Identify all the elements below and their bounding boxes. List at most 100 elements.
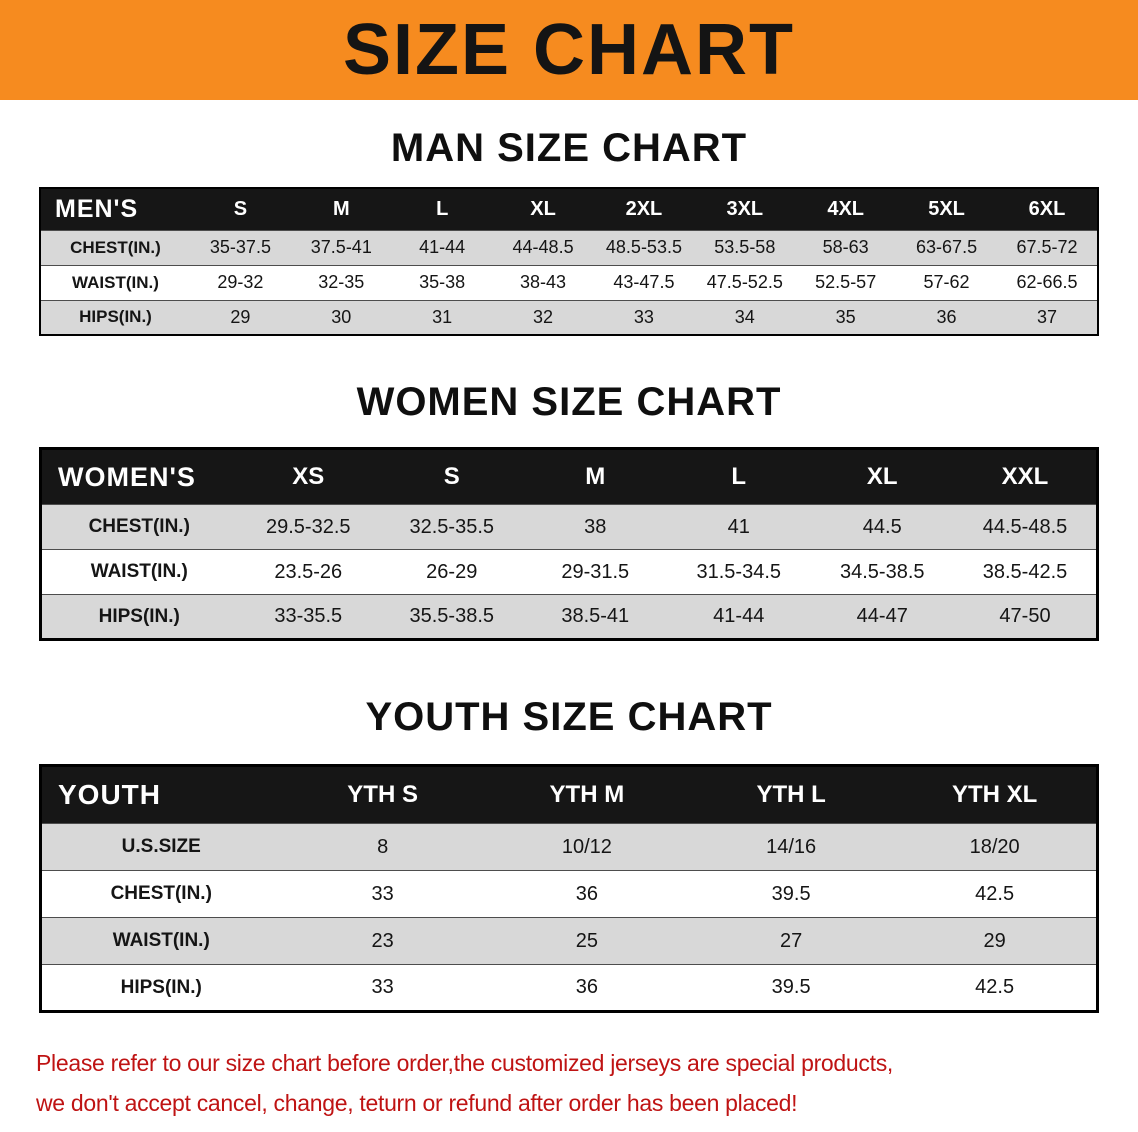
measure-value-cell: 8 [377,835,389,858]
measurement-row: CHEST(IN.) 35-37.5 37.5-41 41-44 44-48.5 48.5… [40,230,1098,265]
measure-value-cell: 34 [734,306,755,327]
size-header-cell: S [380,448,524,505]
size-header-cell: 2XL [593,188,695,230]
measure-value-cell: 37 [1036,306,1058,327]
measure-value-cell: 23 [371,929,394,952]
measure-value-cell: 27 [780,929,803,952]
measure-value-cell: 30 [331,306,352,327]
measure-value-cell: 35.5-38.5 [409,605,494,627]
measure-value-cell: 62-66.5 [1016,272,1078,292]
size-header-cell: M [523,448,667,505]
youth-size-table: YOUTH YTH S YTH M YTH L YTH XL U.S.SIZE 8 10/12… [39,764,1099,1013]
measure-value-cell: 35-37.5 [209,237,271,257]
size-header-cell: M [290,188,392,230]
measure-value-cell: 32 [533,306,554,327]
measure-value-cell: 31.5-34.5 [696,560,781,583]
measure-value-cell: 33 [371,882,394,905]
measure-label-cell: WAIST(IN.) [72,272,159,292]
men-chart-heading: MAN SIZE CHART [390,126,748,170]
measure-label-cell: WAIST(IN.) [112,930,210,951]
measure-value-cell: 33 [371,976,394,998]
measure-value-cell: 33-35.5 [274,605,343,627]
measurement-row: CHEST(IN.) 29.5-32.5 32.5-35.5 38 41 44.5 44.5… [40,504,1098,550]
measurement-row: WAIST(IN.) 29-32 32-35 35-38 38-43 43-47.5 47.… [40,265,1098,300]
size-header-cell: L [667,448,811,505]
size-header-cell: L [391,188,493,230]
measure-value-cell: 18/20 [969,835,1020,858]
measure-value-cell: 10/12 [561,835,612,858]
measurement-row: HIPS(IN.) 29 30 31 32 33 34 35 36 37 [40,300,1098,335]
table-title-cell: WOMEN'S [40,448,237,505]
measure-value-cell: 47-50 [999,605,1051,627]
measure-value-cell: 36 [575,882,598,905]
measure-value-cell: 48.5-53.5 [605,237,682,257]
size-header-cell: YTH S [280,765,485,824]
size-header-cell: 5XL [896,188,997,230]
measure-value-cell: 57-62 [923,272,970,292]
measure-value-cell: 58-63 [822,237,869,257]
measurement-row: U.S.SIZE 8 10/12 14/16 18/20 [40,823,1098,871]
measure-value-cell: 36 [575,976,598,998]
measure-value-cell: 38 [584,515,607,538]
measure-value-cell: 39.5 [771,976,811,998]
page-title: SIZE CHART [343,10,795,90]
measure-value-cell: 14/16 [766,835,817,858]
measurement-row: WAIST(IN.) 23 25 27 29 [40,917,1098,965]
measure-value-cell: 63-67.5 [916,237,978,257]
measurement-row: WAIST(IN.) 23.5-26 26-29 29-31.5 31.5-34.5 34… [40,549,1098,595]
disclaimer-line-2: we don't accept cancel, change, teturn o… [36,1090,798,1116]
measure-value-cell: 29 [230,306,251,327]
measure-value-cell: 34.5-38.5 [839,560,925,583]
table-title-cell: YOUTH [40,765,281,824]
measure-value-cell: 38.5-42.5 [982,560,1068,583]
measure-label-cell: U.S.SIZE [121,836,201,857]
measure-value-cell: 47.5-52.5 [706,272,783,292]
measure-value-cell: 42.5 [975,976,1015,998]
measure-label-cell: WAIST(IN.) [90,561,188,582]
measure-value-cell: 35 [835,306,856,327]
measure-value-cell: 52.5-57 [815,272,877,292]
measure-value-cell: 38-43 [520,272,567,292]
size-header-cell: 4XL [795,188,897,230]
measure-value-cell: 36 [936,306,957,327]
measure-label-cell: HIPS(IN.) [79,307,152,327]
measure-value-cell: 44-48.5 [512,237,574,257]
measurement-row: CHEST(IN.) 33 36 39.5 42.5 [40,870,1098,918]
measure-value-cell: 32.5-35.5 [409,515,494,538]
measure-value-cell: 38.5-41 [561,605,630,627]
size-header-cell: YTH XL [893,765,1098,824]
banner: SIZE CHART [0,0,1138,100]
measure-value-cell: 26-29 [426,560,478,583]
measure-label-cell: CHEST(IN.) [110,883,212,904]
size-header-cell: YTH M [484,765,689,824]
measure-value-cell: 32-35 [318,272,365,292]
size-header-row: YOUTH YTH S YTH M YTH L YTH XL [40,765,1098,824]
measure-label-cell: CHEST(IN.) [88,516,190,537]
measure-value-cell: 29 [983,929,1006,952]
women-chart-heading: WOMEN SIZE CHART [356,380,782,424]
measure-value-cell: 29.5-32.5 [265,515,351,538]
size-header-cell: XS [236,448,380,505]
women-size-chart-section: WOMEN SIZE CHART WOMEN'S XS S M L XL XXL CHEST(… [0,380,1138,641]
size-header-row: MEN'S S M L XL 2XL 3XL 4XL 5XL 6XL [40,188,1098,230]
measure-value-cell: 41-44 [419,237,466,257]
measure-value-cell: 23.5-26 [274,560,343,583]
measure-value-cell: 43-47.5 [613,272,675,292]
measure-value-cell: 33 [633,306,654,327]
measurement-row: HIPS(IN.) 33-35.5 35.5-38.5 38.5-41 41-44 44-… [40,594,1098,640]
size-header-cell: 6XL [997,188,1098,230]
men-size-table: MEN'S S M L XL 2XL 3XL 4XL 5XL 6XL CHEST(IN.) 35-37… [39,187,1099,336]
table-title-cell: MEN'S [40,188,190,230]
measure-value-cell: 44.5 [862,515,902,538]
measure-value-cell: 35-38 [419,272,466,292]
measure-value-cell: 29-31.5 [561,560,630,583]
measure-value-cell: 41 [727,515,750,538]
size-header-cell: XL [810,448,954,505]
disclaimer-line-1: Please refer to our size chart before or… [36,1050,893,1076]
measure-value-cell: 31 [432,306,453,327]
measure-value-cell: 41-44 [713,605,765,627]
size-header-cell: S [190,188,291,230]
measure-value-cell: 39.5 [771,882,811,905]
disclaimer: Please refer to our size chart before or… [0,1043,1138,1123]
